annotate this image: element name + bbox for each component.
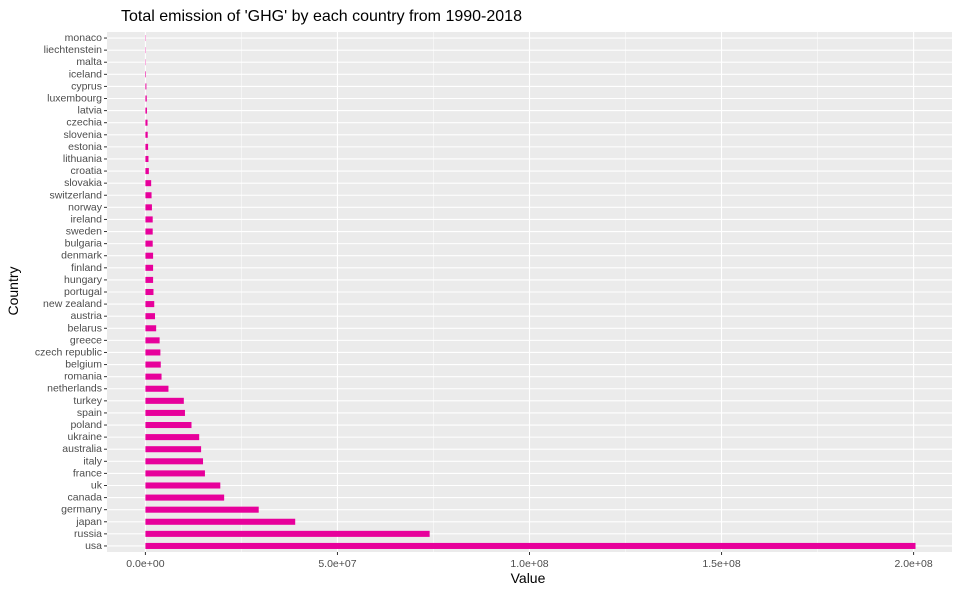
bar-new-zealand — [145, 301, 155, 308]
bar-canada — [145, 494, 225, 501]
bar-usa — [145, 542, 916, 549]
y-axis: usarussiajapangermanycanadaukfranceitaly… — [35, 32, 107, 552]
x-axis-title: Value — [511, 570, 546, 586]
y-tick-label: canada — [68, 492, 103, 504]
bars — [145, 35, 916, 549]
y-tick-label: greece — [70, 334, 102, 346]
bar-denmark — [145, 252, 154, 259]
bar-italy — [145, 458, 204, 465]
y-tick-label: latvia — [77, 105, 102, 117]
bar-russia — [145, 530, 430, 537]
y-tick-label: monaco — [65, 32, 103, 44]
y-tick-label: ireland — [70, 213, 102, 225]
y-tick-label: russia — [74, 528, 102, 540]
y-tick-label: ukraine — [68, 431, 103, 443]
y-tick-label: uk — [91, 479, 103, 491]
bar-turkey — [145, 397, 184, 404]
bar-hungary — [145, 276, 154, 283]
bar-poland — [145, 422, 192, 429]
y-tick-label: norway — [68, 201, 103, 213]
y-tick-label: japan — [75, 516, 102, 528]
bar-greece — [145, 337, 160, 344]
y-tick-label: poland — [70, 419, 102, 431]
y-tick-label: czechia — [66, 117, 102, 129]
y-axis-title: Country — [5, 266, 21, 315]
y-tick-label: netherlands — [47, 383, 102, 395]
bar-netherlands — [145, 385, 169, 392]
y-tick-label: lithuania — [63, 153, 102, 165]
y-tick-label: spain — [77, 407, 102, 419]
bar-luxembourg — [145, 95, 147, 102]
y-tick-label: switzerland — [49, 189, 102, 201]
bar-uk — [145, 482, 221, 489]
y-tick-label: luxembourg — [47, 93, 102, 105]
y-tick-label: australia — [62, 443, 102, 455]
bar-iceland — [145, 71, 146, 78]
bar-finland — [145, 264, 154, 271]
y-tick-label: slovenia — [63, 129, 102, 141]
bar-slovakia — [145, 180, 152, 187]
y-tick-label: belarus — [68, 322, 102, 334]
bar-belarus — [145, 325, 157, 332]
x-axis: 0.0e+00 5.0e+07 1.0e+08 1.5e+08 2.0e+08 — [126, 552, 933, 570]
y-tick-label: belgium — [65, 359, 102, 371]
y-tick-label: liechtenstein — [44, 44, 103, 56]
bar-romania — [145, 373, 162, 380]
y-tick-label: cyprus — [71, 80, 102, 92]
bar-australia — [145, 446, 202, 453]
y-tick-label: czech republic — [35, 346, 102, 358]
bar-czechia — [145, 119, 148, 126]
bar-spain — [145, 409, 185, 416]
bar-slovenia — [145, 131, 148, 138]
y-tick-label: romania — [64, 371, 102, 383]
bar-latvia — [145, 107, 147, 114]
bar-japan — [145, 518, 296, 525]
y-tick-label: france — [73, 467, 102, 479]
bar-croatia — [145, 168, 149, 175]
bar-estonia — [145, 143, 149, 150]
bar-lithuania — [145, 155, 149, 162]
y-tick-label: germany — [61, 504, 103, 516]
bar-czech-republic — [145, 349, 161, 356]
bar-germany — [145, 506, 259, 513]
x-tick-label: 1.5e+08 — [702, 558, 740, 570]
y-tick-label: portugal — [64, 286, 102, 298]
y-tick-label: slovakia — [64, 177, 102, 189]
x-tick-label: 2.0e+08 — [894, 558, 932, 570]
bar-france — [145, 470, 205, 477]
y-tick-label: usa — [85, 540, 102, 552]
x-tick-label: 5.0e+07 — [318, 558, 356, 570]
y-tick-label: hungary — [64, 274, 103, 286]
y-tick-label: new zealand — [43, 298, 102, 310]
bar-austria — [145, 313, 156, 320]
bar-portugal — [145, 288, 154, 296]
bar-belgium — [145, 361, 161, 368]
y-tick-label: croatia — [70, 165, 102, 177]
y-tick-label: iceland — [69, 68, 102, 80]
bar-cyprus — [145, 83, 147, 90]
y-tick-label: bulgaria — [65, 238, 103, 250]
chart-title: Total emission of 'GHG' by each country … — [121, 8, 522, 25]
y-tick-label: turkey — [73, 395, 102, 407]
x-tick-label: 1.0e+08 — [510, 558, 548, 570]
y-tick-label: austria — [70, 310, 102, 322]
y-tick-label: estonia — [68, 141, 102, 153]
y-tick-label: sweden — [66, 226, 102, 238]
bar-sweden — [145, 228, 153, 235]
bar-switzerland — [145, 192, 152, 199]
y-tick-label: denmark — [61, 250, 103, 262]
bar-ukraine — [145, 434, 200, 441]
bar-norway — [145, 204, 152, 211]
x-tick-label: 0.0e+00 — [126, 558, 164, 570]
bar-bulgaria — [145, 240, 153, 247]
bar-ireland — [145, 216, 153, 223]
y-tick-label: italy — [83, 455, 102, 467]
y-tick-label: finland — [71, 262, 102, 274]
y-tick-label: malta — [76, 56, 102, 68]
